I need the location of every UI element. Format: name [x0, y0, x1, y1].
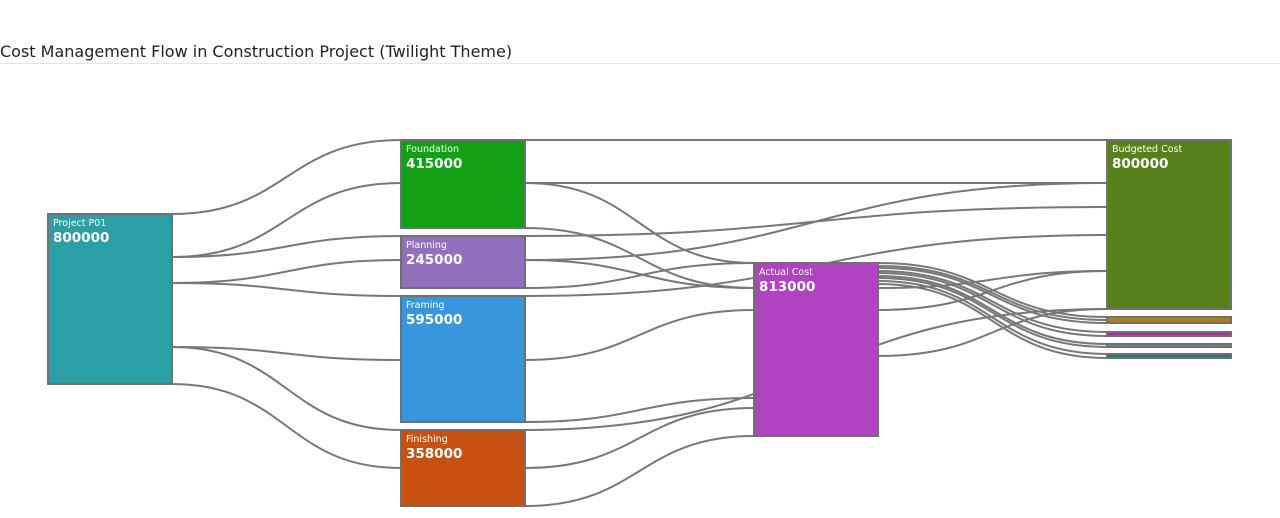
flow-link: [877, 272, 1108, 337]
node-rect-variance3: [1106, 343, 1232, 348]
title-divider: [0, 63, 1280, 64]
node-label-project: Project P01: [53, 218, 106, 229]
node-value-planning: 245000: [406, 252, 462, 268]
node-variance2: [1106, 331, 1232, 337]
node-rect-finishing: [400, 429, 526, 507]
flow-link: [171, 282, 402, 297]
flow-link: [524, 259, 755, 289]
flow-link: [524, 262, 755, 289]
flow-link: [877, 280, 1108, 355]
node-label-planning: Planning: [406, 240, 447, 251]
flow-link: [877, 270, 1108, 333]
flow-link: [171, 346, 402, 361]
flow-link: [524, 397, 755, 423]
node-variance4: [1106, 353, 1232, 359]
node-rect-budgeted: [1106, 139, 1232, 310]
node-value-framing: 595000: [406, 312, 462, 328]
flow-link: [877, 308, 1108, 357]
link-layer: [171, 138, 1108, 507]
flow-link: [524, 309, 755, 361]
node-label-foundation: Foundation: [406, 144, 459, 155]
node-value-actual: 813000: [759, 279, 815, 295]
flow-link: [524, 182, 755, 264]
node-value-project: 800000: [53, 230, 109, 246]
node-label-finishing: Finishing: [406, 434, 448, 445]
node-variance3: [1106, 343, 1232, 348]
node-rect-project: [47, 213, 173, 385]
flow-link: [877, 277, 1108, 348]
node-variance1: [1106, 316, 1232, 324]
node-rect-actual: [753, 262, 879, 437]
flow-link: [171, 346, 402, 431]
flow-link: [524, 182, 1108, 261]
node-rect-variance2: [1106, 331, 1232, 337]
node-rect-variance4: [1106, 353, 1232, 359]
flow-link: [171, 182, 402, 258]
flow-link: [171, 139, 402, 215]
node-value-finishing: 358000: [406, 446, 462, 462]
flow-link: [877, 267, 1108, 324]
node-rect-planning: [400, 235, 526, 289]
flow-link: [877, 275, 1108, 345]
chart-title: Cost Management Flow in Construction Pro…: [0, 42, 513, 61]
node-label-actual: Actual Cost: [759, 267, 813, 278]
node-rect-framing: [400, 295, 526, 423]
flow-link: [171, 235, 402, 258]
flow-link: [524, 435, 755, 507]
node-label-framing: Framing: [406, 300, 444, 311]
flow-link: [877, 270, 1108, 311]
node-label-budgeted: Budgeted Cost: [1112, 144, 1182, 155]
flow-link: [877, 265, 1108, 321]
flow-link: [171, 259, 402, 284]
flow-link: [524, 227, 755, 289]
node-value-foundation: 415000: [406, 156, 462, 172]
node-layer: Project P01800000Foundation415000Plannin…: [47, 139, 1232, 507]
flow-link: [171, 383, 402, 469]
node-rect-variance1: [1106, 316, 1232, 324]
node-rect-foundation: [400, 139, 526, 229]
node-value-budgeted: 800000: [1112, 156, 1168, 172]
flow-link: [524, 407, 755, 469]
